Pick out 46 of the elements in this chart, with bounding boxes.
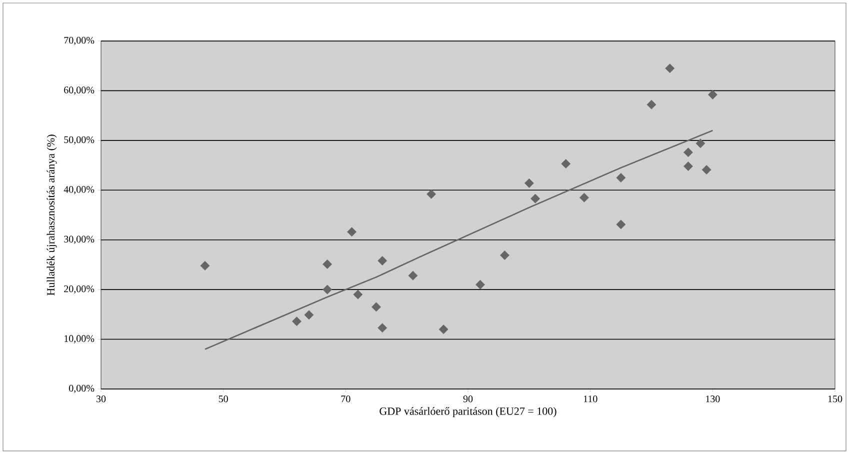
point	[476, 280, 485, 290]
x-tick-label: 30	[96, 396, 106, 402]
point	[500, 250, 510, 260]
point	[683, 162, 693, 171]
point	[702, 165, 712, 174]
point	[579, 192, 589, 202]
y-tick-label: 0,00%	[69, 384, 94, 394]
x-tick-label: 70	[341, 396, 350, 402]
point	[708, 90, 718, 100]
x-tick-label: 130	[706, 396, 720, 402]
point	[408, 270, 418, 280]
point	[292, 316, 302, 326]
point	[378, 256, 388, 266]
point	[347, 227, 357, 237]
point	[378, 323, 388, 333]
point	[438, 324, 448, 334]
y-axis-title: Hulladék újrahasznosítás aránya (%)	[46, 134, 57, 296]
point	[322, 259, 332, 269]
point	[426, 189, 436, 199]
point	[665, 64, 675, 74]
point	[646, 100, 656, 110]
point	[353, 290, 363, 300]
point	[530, 194, 540, 204]
line-series	[204, 130, 714, 350]
point	[696, 138, 706, 148]
y-tick-label: 50,00%	[64, 136, 94, 145]
point	[304, 310, 314, 320]
point	[561, 159, 571, 169]
point	[683, 148, 693, 158]
x-tick-label: 90	[463, 396, 473, 402]
x-tick-label: 50	[218, 396, 228, 402]
y-tick-label: 70,00%	[64, 36, 94, 46]
point	[372, 302, 381, 312]
y-tick-label: 40,00%	[64, 186, 94, 194]
point	[200, 260, 210, 270]
x-tick-label: 110	[584, 396, 598, 402]
y-tick-label: 60,00%	[64, 86, 94, 95]
point	[616, 220, 626, 230]
y-tick-label: 10,00%	[64, 335, 94, 344]
x-tick-label: 150	[828, 396, 842, 402]
y-tick-label: 20,00%	[64, 285, 94, 294]
point	[616, 172, 626, 182]
point	[322, 284, 332, 294]
point	[524, 178, 534, 188]
y-tick-label: 30,00%	[64, 236, 94, 244]
x-axis-title: GDP vásárlóerő paritáson (EU27 = 100)	[380, 407, 556, 418]
